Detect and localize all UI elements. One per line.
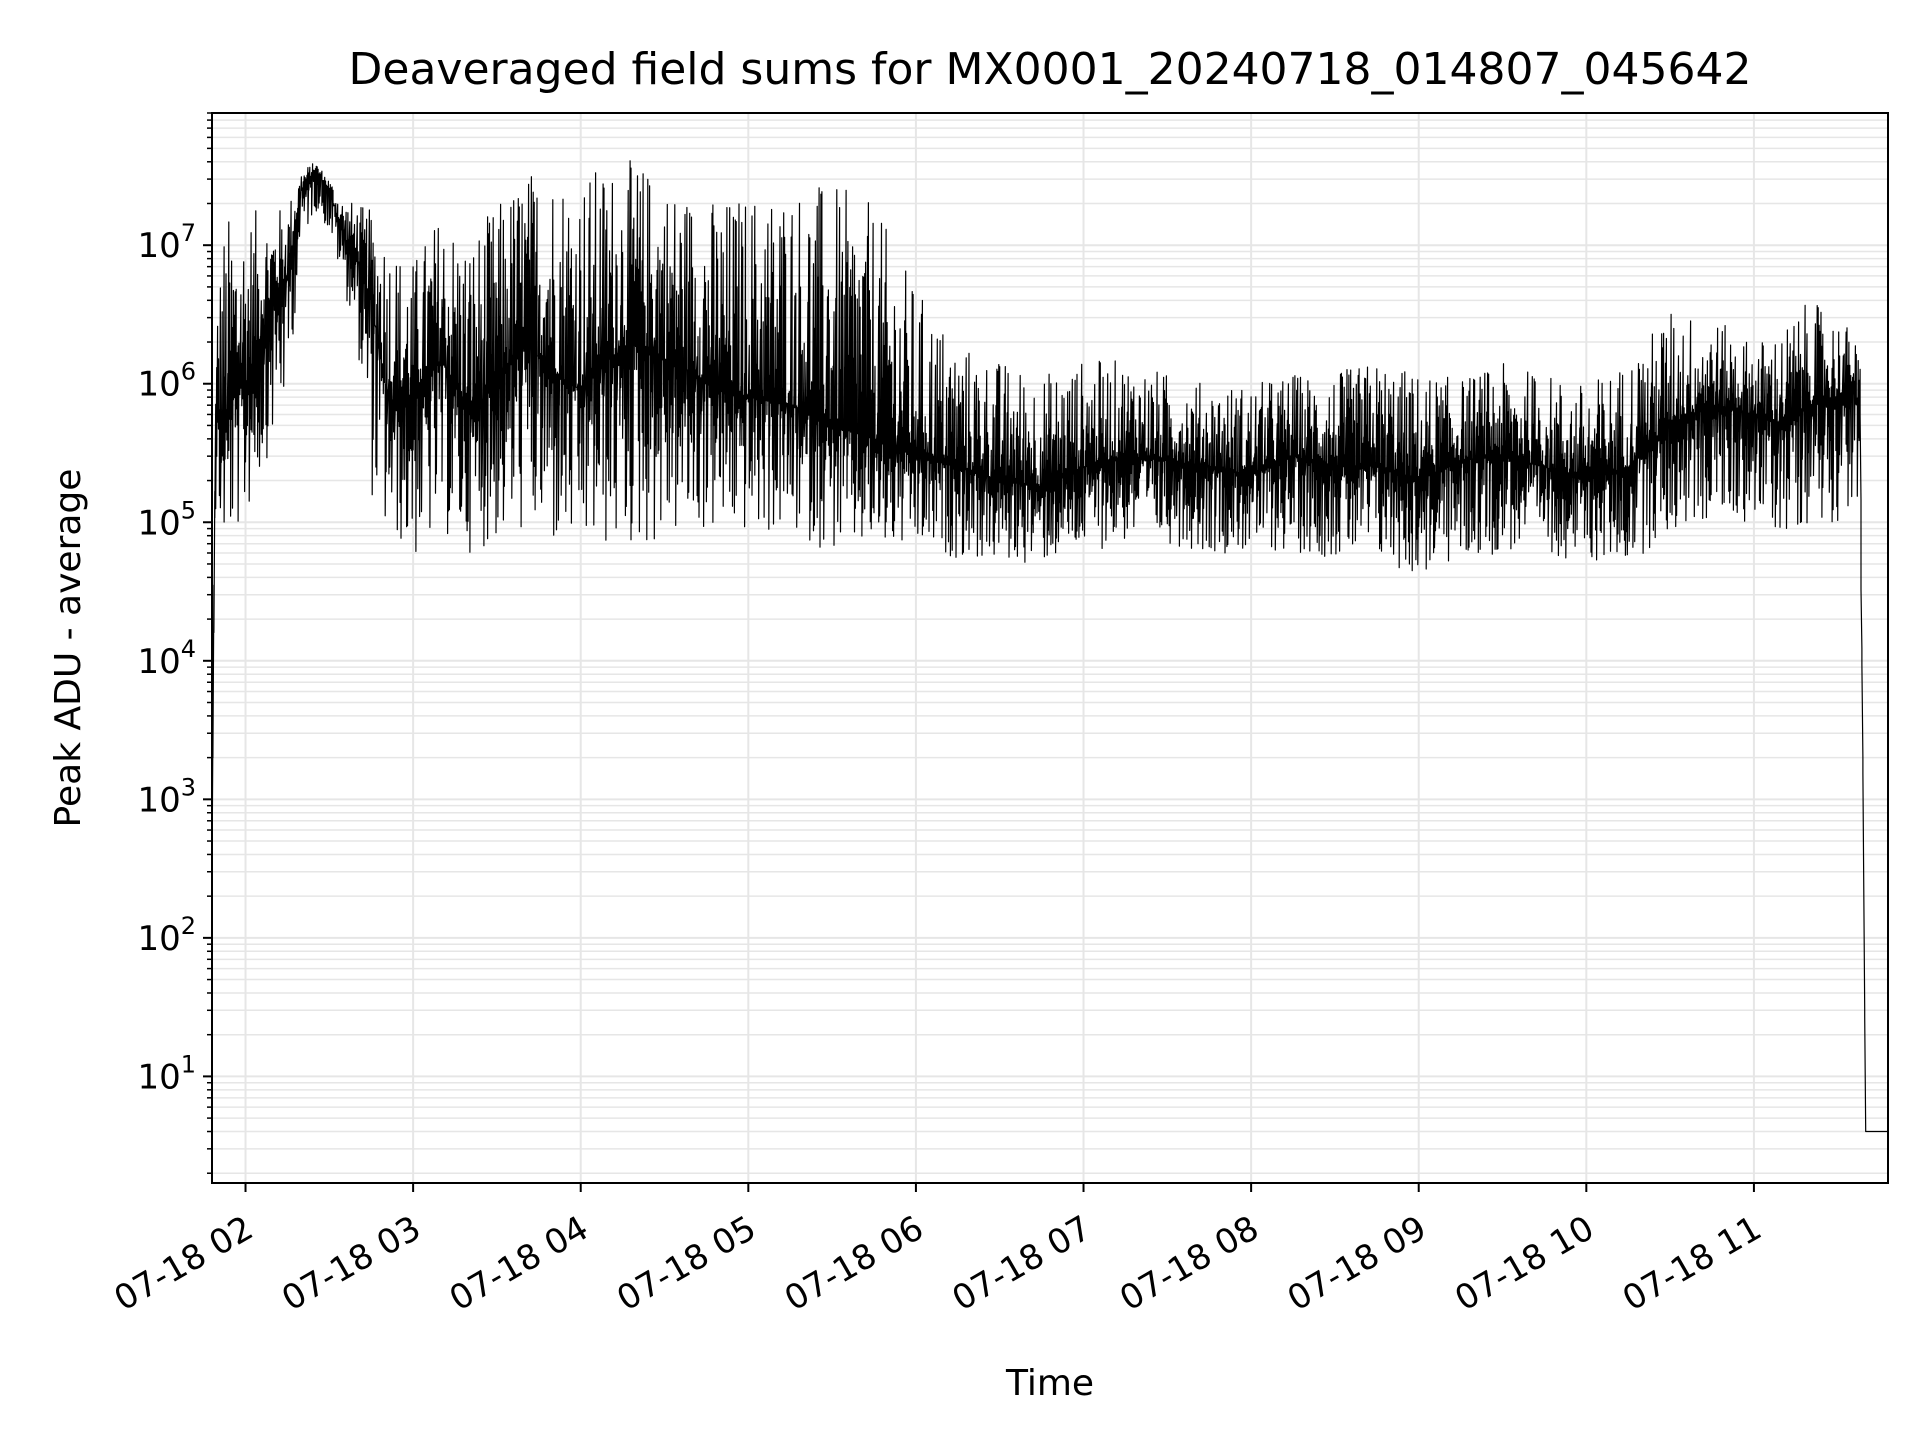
y-tick-label: 103 bbox=[137, 773, 196, 820]
y-tick-label: 107 bbox=[137, 219, 196, 266]
y-tick-exponent: 2 bbox=[181, 912, 196, 940]
y-tick-label: 101 bbox=[137, 1050, 196, 1097]
y-tick-exponent: 5 bbox=[181, 496, 196, 524]
y-axis-label: Peak ADU - average bbox=[48, 469, 89, 828]
y-tick-base: 10 bbox=[137, 1057, 180, 1097]
y-tick-base: 10 bbox=[137, 780, 180, 820]
y-tick-base: 10 bbox=[137, 503, 180, 543]
y-tick-base: 10 bbox=[137, 642, 180, 682]
y-tick-base: 10 bbox=[137, 919, 180, 959]
y-tick-exponent: 7 bbox=[181, 219, 196, 247]
y-tick-exponent: 3 bbox=[181, 773, 196, 801]
y-tick-label: 102 bbox=[137, 912, 196, 959]
y-tick-label: 106 bbox=[137, 358, 196, 405]
y-tick-label: 104 bbox=[137, 635, 196, 682]
chart-title: Deaveraged field sums for MX0001_2024071… bbox=[349, 44, 1752, 95]
y-tick-label: 105 bbox=[137, 496, 196, 543]
plot-area bbox=[211, 160, 1888, 1133]
y-tick-exponent: 1 bbox=[181, 1050, 196, 1078]
y-tick-base: 10 bbox=[137, 365, 180, 405]
axes-frame bbox=[211, 112, 1889, 1184]
y-tick-exponent: 6 bbox=[181, 358, 196, 386]
y-tick-base: 10 bbox=[137, 226, 180, 266]
series-line bbox=[211, 160, 1888, 1133]
x-axis-label: Time bbox=[1005, 1363, 1094, 1404]
y-tick-exponent: 4 bbox=[181, 635, 196, 663]
